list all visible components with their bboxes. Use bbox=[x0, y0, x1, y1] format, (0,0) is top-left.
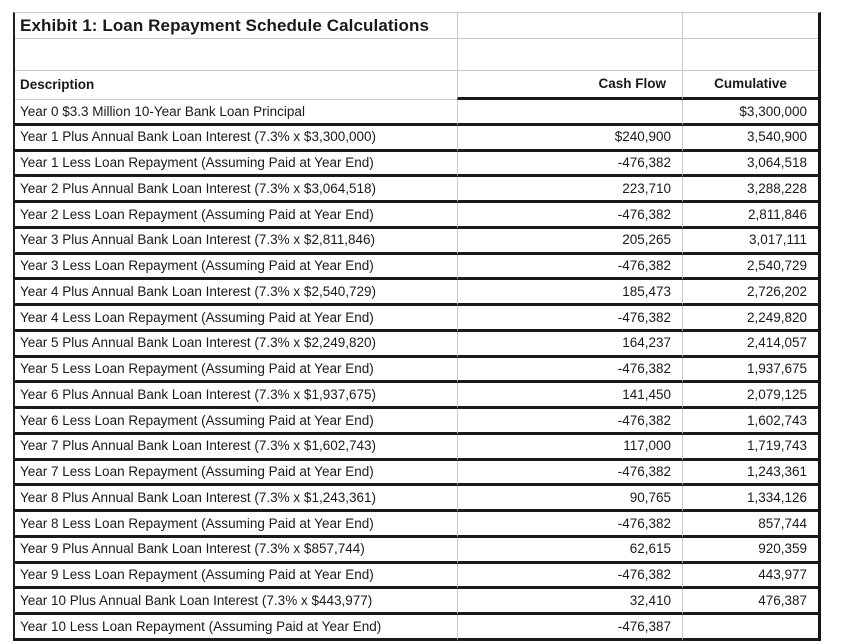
table-row: Year 1 Less Loan Repayment (Assuming Pai… bbox=[15, 151, 818, 178]
cell-cash-flow[interactable]: -476,382 bbox=[457, 203, 682, 229]
cell-cumulative[interactable]: 2,540,729 bbox=[682, 254, 818, 281]
title-row-empty-cumulative-cell[interactable] bbox=[682, 13, 818, 39]
cell-cash-flow[interactable]: $240,900 bbox=[457, 125, 682, 152]
cell-cumulative[interactable]: 1,602,743 bbox=[682, 409, 818, 435]
col-header-cash-flow[interactable]: Cash Flow bbox=[457, 71, 682, 100]
cell-description[interactable]: Year 6 Less Loan Repayment (Assuming Pai… bbox=[15, 409, 457, 435]
table-row: Year 4 Plus Annual Bank Loan Interest (7… bbox=[15, 280, 818, 306]
cell-cash-flow[interactable]: 141,450 bbox=[457, 383, 682, 409]
cell-description[interactable]: Year 2 Plus Annual Bank Loan Interest (7… bbox=[15, 177, 457, 203]
table-row: Year 5 Plus Annual Bank Loan Interest (7… bbox=[15, 331, 818, 358]
cell-description[interactable]: Year 3 Plus Annual Bank Loan Interest (7… bbox=[15, 228, 457, 255]
cell-cumulative[interactable]: 2,726,202 bbox=[682, 280, 818, 306]
blank-row bbox=[15, 39, 818, 71]
blank-cumulative-cell[interactable] bbox=[682, 39, 818, 71]
cell-description[interactable]: Year 1 Less Loan Repayment (Assuming Pai… bbox=[15, 151, 457, 178]
table-row: Year 10 Plus Annual Bank Loan Interest (… bbox=[15, 589, 818, 615]
cell-cash-flow[interactable]: 185,473 bbox=[457, 280, 682, 306]
cell-cumulative[interactable]: 3,540,900 bbox=[682, 125, 818, 152]
cell-cash-flow[interactable]: -476,382 bbox=[457, 306, 682, 332]
header-row: Description Cash Flow Cumulative bbox=[15, 71, 818, 100]
cell-description[interactable]: Year 7 Plus Annual Bank Loan Interest (7… bbox=[15, 434, 457, 461]
title-row: Exhibit 1: Loan Repayment Schedule Calcu… bbox=[15, 13, 818, 39]
cell-description[interactable]: Year 1 Plus Annual Bank Loan Interest (7… bbox=[15, 125, 457, 152]
cell-description[interactable]: Year 4 Less Loan Repayment (Assuming Pai… bbox=[15, 306, 457, 332]
cell-cash-flow[interactable]: 205,265 bbox=[457, 228, 682, 255]
cell-cash-flow[interactable]: -476,382 bbox=[457, 460, 682, 487]
cell-cash-flow[interactable]: 62,615 bbox=[457, 537, 682, 564]
cell-cumulative[interactable]: 2,079,125 bbox=[682, 383, 818, 409]
cell-cash-flow[interactable]: -476,382 bbox=[457, 409, 682, 435]
cell-cash-flow[interactable]: -476,387 bbox=[457, 615, 682, 641]
cell-cumulative[interactable] bbox=[682, 615, 818, 641]
cell-cash-flow[interactable]: -476,382 bbox=[457, 357, 682, 384]
table-row: Year 7 Less Loan Repayment (Assuming Pai… bbox=[15, 460, 818, 487]
cell-description[interactable]: Year 5 Plus Annual Bank Loan Interest (7… bbox=[15, 331, 457, 358]
cell-description[interactable]: Year 3 Less Loan Repayment (Assuming Pai… bbox=[15, 254, 457, 281]
cell-cash-flow[interactable]: 90,765 bbox=[457, 486, 682, 512]
title-row-empty-cash-cell[interactable] bbox=[457, 13, 682, 39]
cell-cumulative[interactable]: 476,387 bbox=[682, 589, 818, 615]
loan-schedule-table: Exhibit 1: Loan Repayment Schedule Calcu… bbox=[13, 12, 821, 641]
cell-cash-flow[interactable]: 223,710 bbox=[457, 177, 682, 203]
cell-cash-flow[interactable]: -476,382 bbox=[457, 512, 682, 538]
cell-cumulative[interactable]: 2,249,820 bbox=[682, 306, 818, 332]
table-row: Year 2 Plus Annual Bank Loan Interest (7… bbox=[15, 177, 818, 203]
table-row: Year 9 Less Loan Repayment (Assuming Pai… bbox=[15, 563, 818, 590]
table-row: Year 1 Plus Annual Bank Loan Interest (7… bbox=[15, 125, 818, 152]
cell-description[interactable]: Year 0 $3.3 Million 10-Year Bank Loan Pr… bbox=[15, 100, 457, 126]
table-row: Year 6 Less Loan Repayment (Assuming Pai… bbox=[15, 409, 818, 435]
table-row: Year 6 Plus Annual Bank Loan Interest (7… bbox=[15, 383, 818, 409]
table-row: Year 0 $3.3 Million 10-Year Bank Loan Pr… bbox=[15, 100, 818, 126]
cell-description[interactable]: Year 9 Less Loan Repayment (Assuming Pai… bbox=[15, 563, 457, 590]
table-row: Year 3 Less Loan Repayment (Assuming Pai… bbox=[15, 254, 818, 281]
cell-description[interactable]: Year 10 Less Loan Repayment (Assuming Pa… bbox=[15, 615, 457, 641]
cell-cash-flow[interactable]: 117,000 bbox=[457, 434, 682, 461]
cell-description[interactable]: Year 6 Plus Annual Bank Loan Interest (7… bbox=[15, 383, 457, 409]
col-header-description[interactable]: Description bbox=[15, 71, 457, 100]
cell-description[interactable]: Year 8 Plus Annual Bank Loan Interest (7… bbox=[15, 486, 457, 512]
cell-cumulative[interactable]: 1,719,743 bbox=[682, 434, 818, 461]
table-row: Year 5 Less Loan Repayment (Assuming Pai… bbox=[15, 357, 818, 384]
cell-cumulative[interactable]: 1,334,126 bbox=[682, 486, 818, 512]
cell-cumulative[interactable]: 920,359 bbox=[682, 537, 818, 564]
cell-cumulative[interactable]: 3,288,228 bbox=[682, 177, 818, 203]
blank-cash-cell[interactable] bbox=[457, 39, 682, 71]
table-row: Year 3 Plus Annual Bank Loan Interest (7… bbox=[15, 228, 818, 255]
table-body: Year 0 $3.3 Million 10-Year Bank Loan Pr… bbox=[15, 100, 818, 641]
cell-description[interactable]: Year 8 Less Loan Repayment (Assuming Pai… bbox=[15, 512, 457, 538]
cell-description[interactable]: Year 4 Plus Annual Bank Loan Interest (7… bbox=[15, 280, 457, 306]
cell-cash-flow[interactable] bbox=[457, 100, 682, 126]
cell-description[interactable]: Year 5 Less Loan Repayment (Assuming Pai… bbox=[15, 357, 457, 384]
table-row: Year 2 Less Loan Repayment (Assuming Pai… bbox=[15, 203, 818, 229]
cell-cash-flow[interactable]: -476,382 bbox=[457, 563, 682, 590]
cell-description[interactable]: Year 10 Plus Annual Bank Loan Interest (… bbox=[15, 589, 457, 615]
table-row: Year 8 Less Loan Repayment (Assuming Pai… bbox=[15, 512, 818, 538]
table-row: Year 8 Plus Annual Bank Loan Interest (7… bbox=[15, 486, 818, 512]
cell-cumulative[interactable]: 3,064,518 bbox=[682, 151, 818, 178]
table-row: Year 9 Plus Annual Bank Loan Interest (7… bbox=[15, 537, 818, 564]
cell-cumulative[interactable]: 443,977 bbox=[682, 563, 818, 590]
cell-cumulative[interactable]: $3,300,000 bbox=[682, 100, 818, 126]
col-header-cumulative[interactable]: Cumulative bbox=[682, 71, 818, 100]
cell-cash-flow[interactable]: 164,237 bbox=[457, 331, 682, 358]
exhibit-title[interactable]: Exhibit 1: Loan Repayment Schedule Calcu… bbox=[15, 13, 457, 39]
cell-cash-flow[interactable]: 32,410 bbox=[457, 589, 682, 615]
cell-description[interactable]: Year 9 Plus Annual Bank Loan Interest (7… bbox=[15, 537, 457, 564]
blank-description-cell[interactable] bbox=[15, 39, 457, 71]
cell-description[interactable]: Year 2 Less Loan Repayment (Assuming Pai… bbox=[15, 203, 457, 229]
cell-cumulative[interactable]: 1,937,675 bbox=[682, 357, 818, 384]
cell-cumulative[interactable]: 857,744 bbox=[682, 512, 818, 538]
cell-cumulative[interactable]: 1,243,361 bbox=[682, 460, 818, 487]
table-row: Year 10 Less Loan Repayment (Assuming Pa… bbox=[15, 615, 818, 641]
table-row: Year 4 Less Loan Repayment (Assuming Pai… bbox=[15, 306, 818, 332]
cell-cash-flow[interactable]: -476,382 bbox=[457, 254, 682, 281]
table-row: Year 7 Plus Annual Bank Loan Interest (7… bbox=[15, 434, 818, 461]
cell-cash-flow[interactable]: -476,382 bbox=[457, 151, 682, 178]
cell-cumulative[interactable]: 2,414,057 bbox=[682, 331, 818, 358]
cell-cumulative[interactable]: 3,017,111 bbox=[682, 228, 818, 255]
cell-cumulative[interactable]: 2,811,846 bbox=[682, 203, 818, 229]
cell-description[interactable]: Year 7 Less Loan Repayment (Assuming Pai… bbox=[15, 460, 457, 487]
